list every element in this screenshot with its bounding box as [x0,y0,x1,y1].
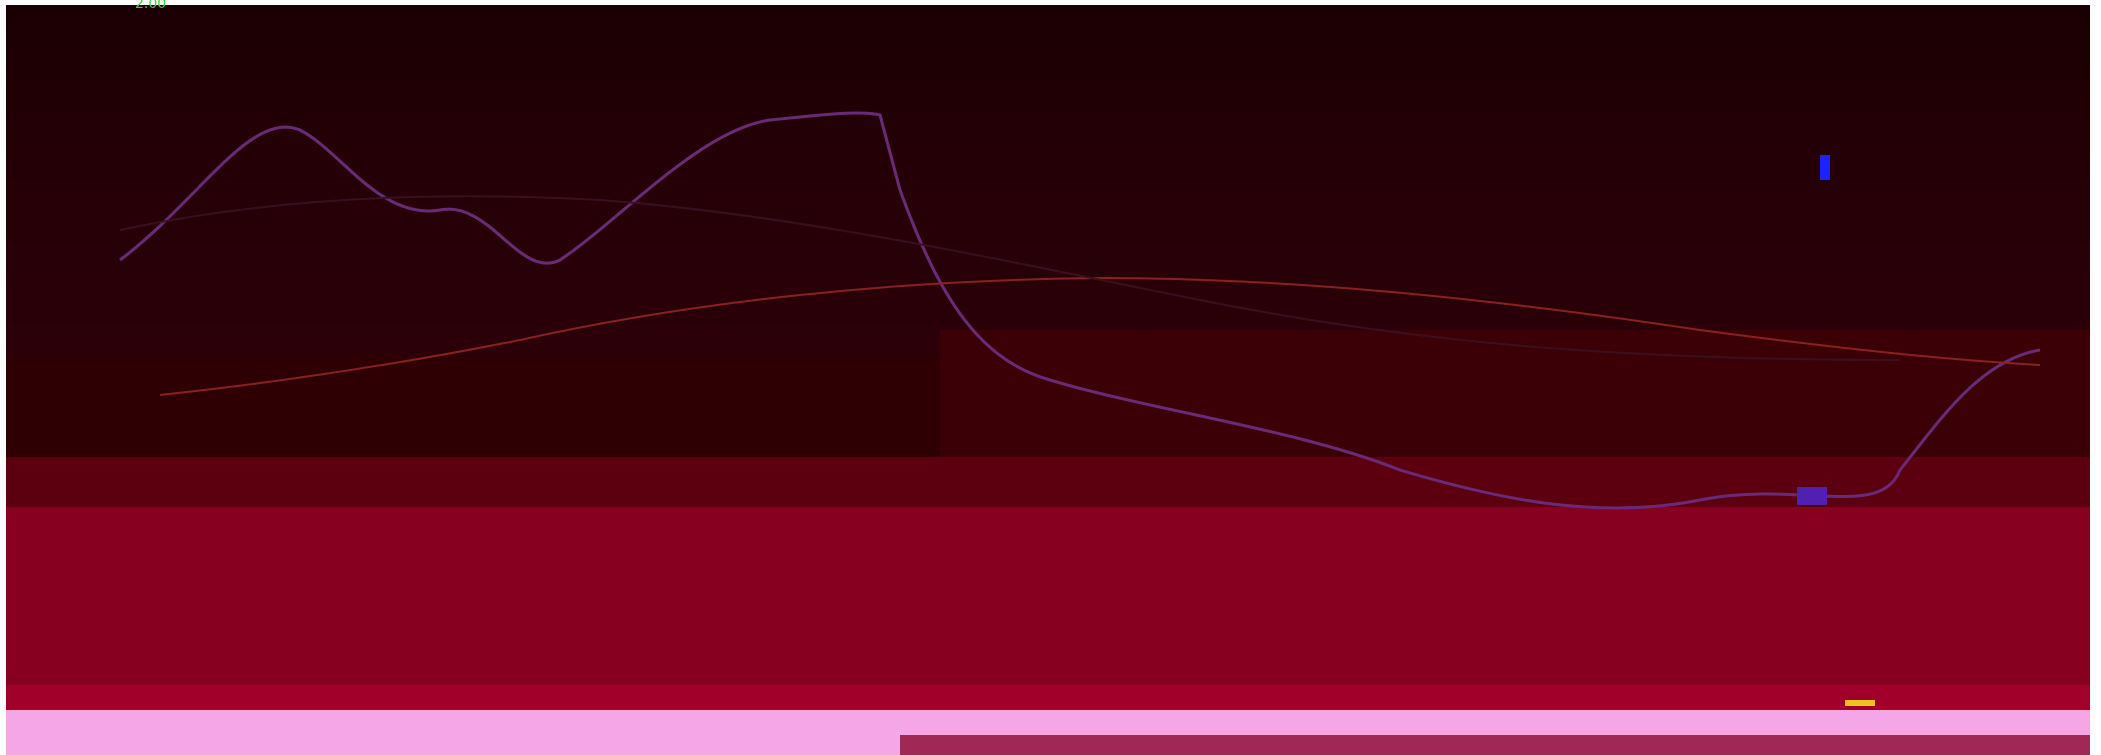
decorative-block [1845,700,1875,706]
price-label: 2.00 [135,0,166,12]
decorative-line [159,276,2041,396]
decorative-block [1820,155,1830,180]
status-strip-noise [900,735,2090,755]
chart-band-right [940,330,2090,457]
decorative-line [119,195,1901,361]
decorative-block [1797,487,1827,505]
volume-area [6,507,2090,710]
chart-area-dark [6,5,2090,357]
chart-band [6,457,2090,507]
decorative-line [119,111,2041,510]
volume-area-bottom [6,685,2090,710]
